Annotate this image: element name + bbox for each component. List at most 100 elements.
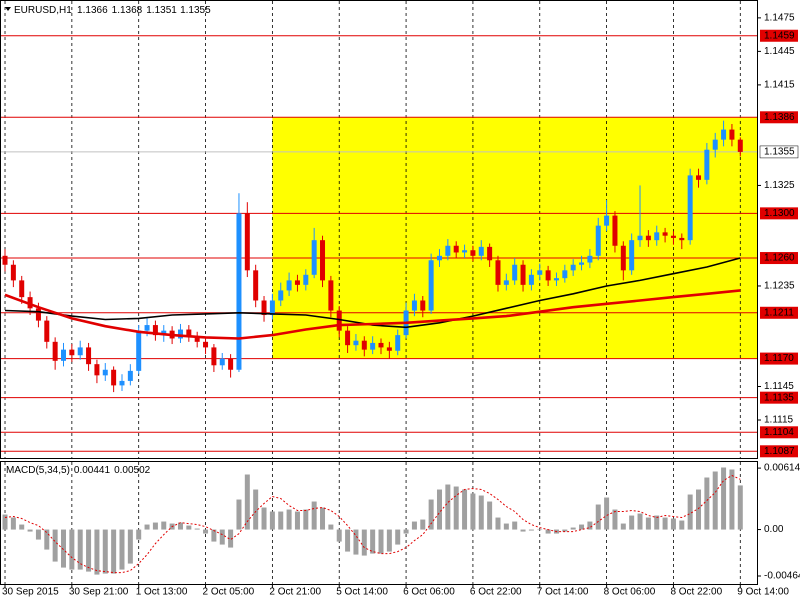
candle-body bbox=[161, 330, 167, 336]
macd-bar bbox=[119, 529, 125, 570]
level-label-box bbox=[760, 29, 798, 42]
level-label: 1.1087 bbox=[764, 446, 795, 457]
x-tick-label: 1 Oct 13:00 bbox=[136, 587, 188, 598]
candle-body bbox=[654, 232, 660, 241]
macd-bar bbox=[269, 511, 275, 530]
symbol-title: EURUSD,H1 bbox=[14, 5, 72, 16]
header-high: 1.1368 bbox=[112, 5, 143, 16]
candle-body bbox=[211, 347, 217, 366]
x-tick-label: 6 Oct 06:00 bbox=[403, 587, 455, 598]
candle-body bbox=[737, 139, 743, 152]
macd-bar bbox=[629, 515, 635, 530]
macd-bar bbox=[478, 495, 484, 530]
x-tick-label: 9 Oct 14:00 bbox=[737, 587, 789, 598]
macd-bar bbox=[620, 523, 626, 530]
macd-bar bbox=[111, 529, 117, 574]
candle-body bbox=[662, 232, 668, 236]
candle-body bbox=[462, 250, 468, 253]
macd-bar bbox=[436, 489, 442, 530]
candle-body bbox=[453, 245, 459, 253]
macd-bar bbox=[737, 485, 743, 530]
macd-bar bbox=[386, 529, 392, 552]
x-tick-label: 6 Oct 22:00 bbox=[470, 587, 522, 598]
macd-bar bbox=[445, 484, 451, 530]
x-tick-label: 7 Oct 14:00 bbox=[537, 587, 589, 598]
x-tick-label: 30 Sep 21:00 bbox=[69, 587, 129, 598]
macd-bar bbox=[562, 529, 568, 532]
level-label: 1.1260 bbox=[764, 253, 795, 264]
macd-bar bbox=[420, 519, 426, 530]
macd-bar bbox=[353, 529, 359, 555]
macd-bar bbox=[729, 469, 735, 530]
candle-body bbox=[361, 340, 367, 350]
macd-bar bbox=[19, 524, 25, 530]
candle-body bbox=[721, 129, 727, 140]
candle-body bbox=[503, 280, 509, 285]
x-tick-label: 30 Sep 2015 bbox=[2, 587, 59, 598]
candle-body bbox=[136, 330, 142, 371]
macd-bar bbox=[503, 523, 509, 530]
macd-bar bbox=[286, 509, 292, 530]
macd-bar bbox=[487, 501, 493, 530]
candle-body bbox=[629, 240, 635, 271]
macd-bar bbox=[102, 529, 108, 574]
candle-body bbox=[687, 175, 693, 241]
macd-bar bbox=[336, 529, 342, 542]
macd-bar bbox=[194, 528, 200, 530]
level-label: 1.1211 bbox=[764, 307, 794, 318]
macd-bar bbox=[345, 529, 351, 552]
macd-bar bbox=[696, 489, 702, 530]
macd-bar bbox=[186, 525, 192, 530]
candle-body bbox=[679, 237, 685, 241]
header-close: 1.1355 bbox=[180, 5, 211, 16]
macd-bar bbox=[152, 522, 158, 530]
y-tick-label: 1.1475 bbox=[764, 13, 795, 24]
candle-body bbox=[637, 235, 643, 241]
macd-bar bbox=[294, 511, 300, 530]
candle-body bbox=[286, 280, 292, 291]
current-price-label: 1.1355 bbox=[764, 147, 795, 158]
y-tick-label: 1.1325 bbox=[764, 180, 795, 191]
candle-body bbox=[587, 255, 593, 263]
macd-bar bbox=[278, 511, 284, 530]
candle-body bbox=[69, 349, 75, 356]
macd-bar bbox=[161, 521, 167, 530]
candle-body bbox=[219, 358, 225, 366]
macd-bar bbox=[61, 529, 67, 568]
candle-body bbox=[328, 280, 334, 311]
candle-body bbox=[77, 347, 83, 356]
candle-body bbox=[520, 264, 526, 285]
candle-body bbox=[94, 364, 100, 376]
macd-bar bbox=[520, 529, 526, 532]
macd-bar bbox=[704, 477, 710, 530]
candle-body bbox=[19, 280, 25, 298]
macd-bar bbox=[177, 522, 183, 530]
macd-bar bbox=[86, 529, 92, 572]
macd-bar bbox=[428, 499, 434, 530]
candle-body bbox=[420, 300, 426, 311]
level-label-box bbox=[760, 426, 798, 439]
x-tick-label: 2 Oct 05:00 bbox=[203, 587, 255, 598]
candle-body bbox=[35, 308, 41, 321]
level-label: 1.1135 bbox=[764, 392, 794, 403]
candle-body bbox=[378, 342, 384, 348]
y-tick-label: 1.1145 bbox=[764, 381, 794, 392]
macd-bar bbox=[579, 524, 585, 530]
macd-bar bbox=[570, 527, 576, 530]
candle-body bbox=[111, 369, 117, 386]
macd-bar bbox=[44, 529, 50, 550]
candle-body bbox=[553, 278, 559, 281]
macd-bar bbox=[94, 529, 100, 575]
macd-title: MACD(5,34,5) bbox=[6, 465, 70, 476]
x-tick-label: 8 Oct 06:00 bbox=[604, 587, 656, 598]
y-tick-label: -0.00464 bbox=[764, 571, 800, 582]
candle-body bbox=[119, 380, 125, 386]
x-tick-label: 5 Oct 14:00 bbox=[336, 587, 388, 598]
macd-bar bbox=[537, 529, 543, 531]
candle-body bbox=[495, 260, 501, 285]
macd-bar bbox=[261, 507, 267, 530]
level-label: 1.1459 bbox=[764, 30, 795, 41]
candle-body bbox=[186, 329, 192, 337]
macd-bar bbox=[712, 471, 718, 530]
menu-arrow bbox=[5, 7, 11, 11]
